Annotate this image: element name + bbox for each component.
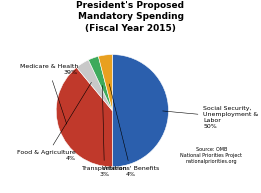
Text: Veterans' Benefits
4%: Veterans' Benefits 4%	[102, 84, 159, 177]
Text: Social Security,
Unemployment &
Labor
50%: Social Security, Unemployment & Labor 50…	[163, 106, 259, 129]
Wedge shape	[98, 55, 112, 111]
Wedge shape	[88, 56, 112, 111]
Wedge shape	[112, 55, 169, 167]
Wedge shape	[76, 60, 112, 111]
Text: Transportation
3%: Transportation 3%	[81, 85, 127, 177]
Text: Medicare & Health
39%: Medicare & Health 39%	[20, 64, 78, 124]
Text: Source: OMB
National Priorities Project
nationalpriorities.org: Source: OMB National Priorities Project …	[180, 147, 242, 164]
Text: Food & Agriculture
4%: Food & Agriculture 4%	[17, 82, 91, 161]
Title: President's Proposed
Mandatory Spending
(Fiscal Year 2015): President's Proposed Mandatory Spending …	[76, 1, 185, 33]
Wedge shape	[56, 67, 112, 167]
